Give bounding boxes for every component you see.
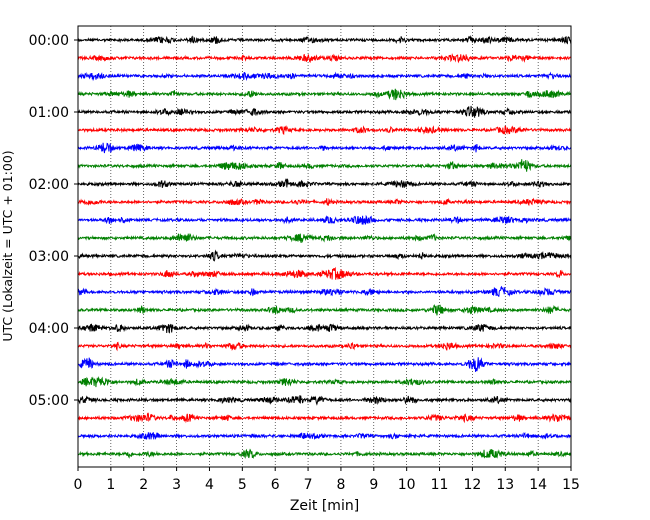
trace-0200 (77, 178, 572, 188)
trace-0330 (77, 285, 572, 297)
y-tick-label: 01:00 (29, 105, 69, 121)
x-tick-label: 12 (463, 477, 481, 493)
plot-frame (77, 25, 572, 468)
trace-0300 (77, 249, 572, 262)
x-tick-label: 8 (336, 477, 345, 493)
trace-0100 (77, 105, 572, 118)
y-tick-label: 04:00 (29, 321, 69, 337)
trace-0430 (77, 357, 572, 372)
x-tick-label: 5 (238, 477, 247, 493)
y-tick-label: 03:00 (29, 249, 69, 265)
y-axis-ticks: 00:00 01:00 02:00 03:00 04:00 05:00 (29, 33, 78, 409)
x-tick-label: 13 (496, 477, 514, 493)
x-tick-label: 0 (74, 477, 83, 493)
traces (77, 35, 572, 460)
trace-0415 (77, 341, 572, 352)
y-axis-label: UTC (Lokalzeit = UTC + 01:00) (0, 150, 15, 341)
trace-0000 (77, 35, 572, 45)
trace-0145 (77, 159, 572, 172)
x-tick-label: 4 (205, 477, 214, 493)
trace-0345 (77, 304, 572, 316)
trace-0515 (77, 412, 572, 424)
trace-0545 (77, 448, 572, 460)
x-tick-label: 6 (271, 477, 280, 493)
x-tick-label: 15 (562, 477, 580, 493)
trace-0130 (77, 142, 572, 154)
y-tick-label: 00:00 (29, 33, 69, 49)
trace-0115 (77, 125, 572, 136)
trace-0445 (77, 375, 572, 388)
trace-0030 (77, 71, 572, 82)
trace-0215 (77, 197, 572, 207)
trace-0500 (77, 395, 572, 406)
x-tick-label: 1 (106, 477, 115, 493)
trace-0015 (77, 53, 572, 64)
y-tick-label: 02:00 (29, 177, 69, 193)
y-tick-label: 05:00 (29, 393, 69, 409)
x-tick-label: 9 (369, 477, 378, 493)
x-axis-label: Zeit [min] (290, 498, 359, 514)
trace-0315 (77, 266, 572, 280)
x-tick-label: 14 (529, 477, 547, 493)
trace-0400 (77, 323, 572, 334)
x-tick-label: 7 (304, 477, 313, 493)
x-tick-label: 2 (139, 477, 148, 493)
trace-0230 (77, 214, 572, 225)
x-tick-label: 10 (398, 477, 416, 493)
trace-0045 (77, 88, 572, 101)
x-axis-ticks: 0 1 2 3 4 5 6 7 8 9 10 11 12 13 14 15 (74, 467, 580, 493)
x-tick-label: 11 (431, 477, 449, 493)
x-tick-label: 3 (172, 477, 181, 493)
trace-0245 (77, 232, 572, 244)
trace-0530 (77, 431, 572, 440)
